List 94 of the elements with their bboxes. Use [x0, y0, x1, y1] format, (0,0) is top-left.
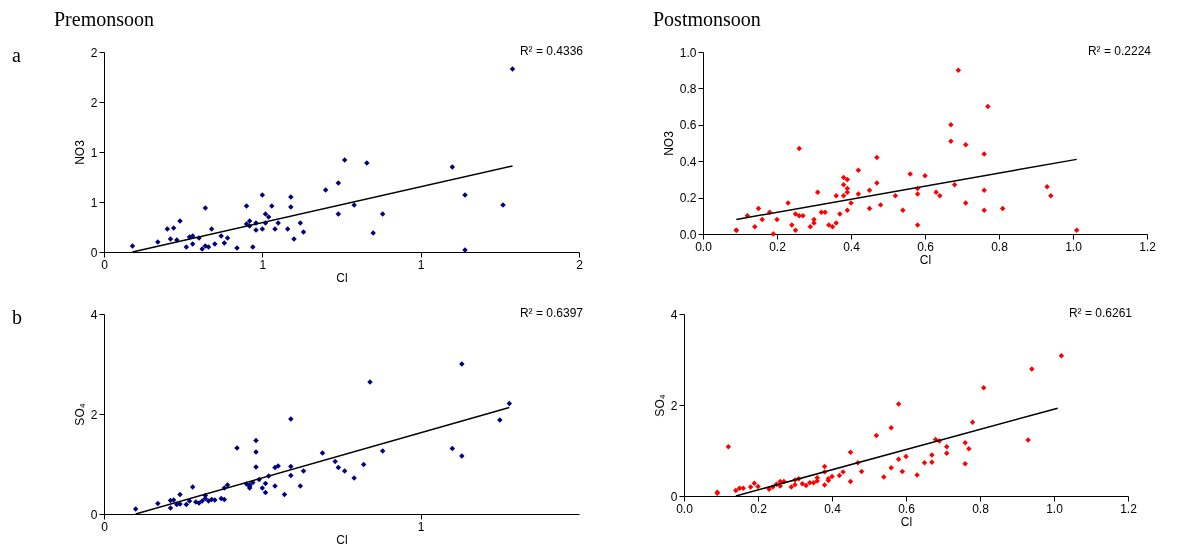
y-tick-label: 1 [90, 145, 98, 160]
point [189, 484, 196, 490]
annotation: R² = 0.6397 [519, 306, 584, 320]
point [177, 491, 183, 498]
point [253, 437, 259, 444]
y-tick-label: 4 [90, 307, 98, 322]
point [379, 448, 386, 454]
x-axis-title: Cl [336, 270, 348, 285]
point [170, 225, 177, 231]
point [319, 450, 326, 456]
point [379, 211, 386, 217]
point [167, 236, 174, 242]
y-axis-title: NO3 [661, 130, 676, 156]
x-tick-label: 0.4 [824, 501, 842, 516]
point [300, 229, 307, 235]
point [189, 241, 196, 247]
point [332, 458, 338, 465]
point [341, 468, 348, 474]
annotation: R² = 0.4336 [519, 44, 584, 58]
point [284, 226, 291, 232]
point [218, 495, 224, 502]
x-axis-title: Cl [336, 532, 348, 547]
y-tick-label: 1 [90, 195, 98, 210]
x-axis-title: Cl [919, 252, 932, 267]
point [297, 220, 304, 226]
point [262, 211, 269, 217]
point [202, 205, 209, 211]
y-tick-label: 0 [670, 489, 678, 504]
point [205, 244, 212, 250]
x-tick-label: 1.2 [1120, 501, 1138, 516]
x-tick-label: 0.4 [843, 239, 861, 254]
point [221, 240, 228, 246]
x-tick-label: 1 [259, 257, 267, 272]
chart-title: Postmonsoon [653, 8, 761, 30]
x-tick-label: 1 [417, 257, 425, 272]
x-tick-label: 0.6 [917, 239, 935, 254]
x-axis-title: Cl [900, 514, 913, 529]
y-tick-label: 0.4 [679, 154, 697, 169]
annotation: R² = 0.6261 [1068, 306, 1133, 320]
point [202, 243, 209, 249]
point [288, 472, 294, 479]
y-axis-title: SO₄ [72, 403, 87, 426]
x-tick-label: 0.2 [769, 239, 787, 254]
point [224, 235, 231, 241]
x-tick-label: 0.2 [750, 501, 768, 516]
point [129, 243, 136, 249]
x-tick-label: 0 [101, 257, 109, 272]
y-axis-title: NO3 [72, 139, 87, 165]
y-tick-label: 0.2 [679, 191, 697, 206]
point [186, 498, 193, 504]
point [243, 203, 250, 209]
point [155, 500, 161, 507]
annotation: R² = 0.2224 [1087, 44, 1152, 58]
chart-title: Premonsoon [54, 8, 154, 30]
point [259, 226, 266, 232]
point [183, 244, 190, 250]
point [300, 468, 307, 474]
point [341, 157, 348, 163]
chart-subtitle: a [12, 44, 21, 66]
x-tick-label: 1.2 [1139, 239, 1157, 254]
y-axis-title: SO₄ [652, 394, 667, 417]
point [265, 214, 272, 220]
point [288, 463, 294, 470]
x-tick-label: 0.6 [898, 501, 916, 516]
point [509, 66, 516, 72]
y-tick-label: 2 [670, 398, 678, 413]
point [208, 226, 215, 232]
point [449, 164, 456, 170]
x-tick-label: 0.0 [695, 239, 713, 254]
x-tick-label: 0.8 [991, 239, 1009, 254]
chart-subtitle: b [12, 306, 22, 328]
y-tick-label: 0.8 [679, 81, 697, 96]
y-tick-label: 4 [670, 307, 678, 322]
y-tick-label: 0.0 [679, 227, 697, 242]
point [132, 506, 139, 512]
x-tick-label: 1.0 [1046, 501, 1064, 516]
point [297, 483, 304, 489]
x-tick-label: 2 [576, 257, 584, 272]
point [259, 485, 266, 491]
point [164, 226, 171, 232]
point [335, 211, 342, 217]
point [335, 180, 342, 186]
point [259, 192, 266, 198]
x-tick-label: 1.0 [1065, 239, 1083, 254]
point [167, 505, 174, 511]
y-tick-label: 1.0 [679, 45, 697, 60]
x-tick-label: 0.8 [972, 501, 990, 516]
point [246, 218, 253, 224]
y-tick-label: 0.6 [679, 118, 697, 133]
y-tick-label: 2 [90, 95, 98, 110]
point [250, 479, 256, 486]
y-tick-label: 2 [90, 407, 98, 422]
y-tick-label: 2 [90, 45, 98, 60]
point [322, 187, 329, 193]
